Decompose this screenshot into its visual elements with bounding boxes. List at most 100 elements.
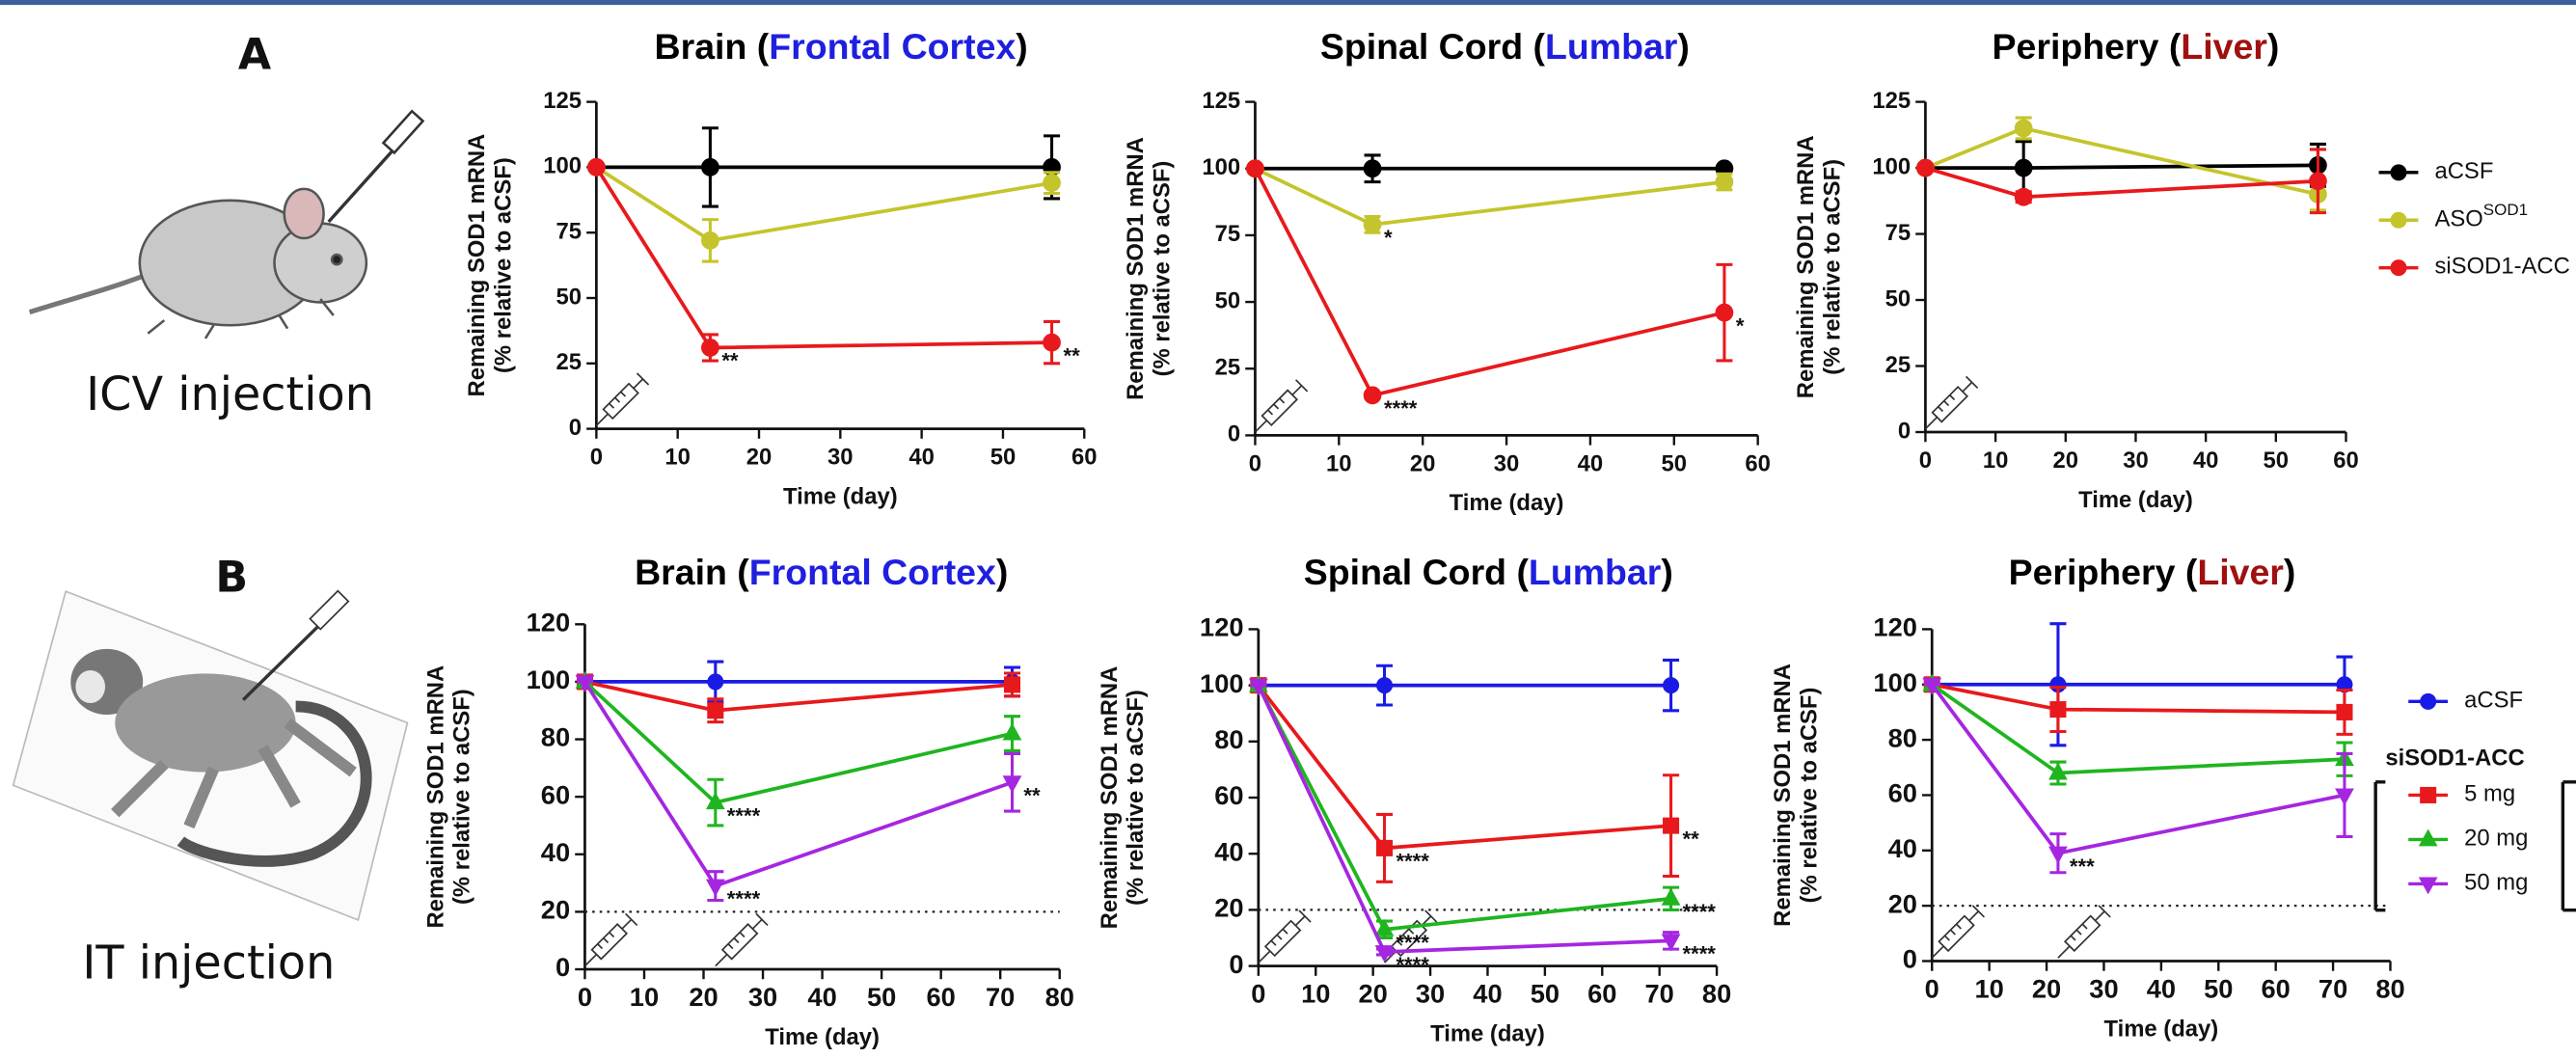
significance: ** [1063,343,1080,367]
syringe-tick [620,391,627,397]
marker [2390,211,2407,229]
syringe-tick [1282,928,1288,935]
title-part: Frontal Cortex [769,26,1016,67]
marker [1376,839,1394,856]
y-tick-label: 0 [1903,944,1917,974]
dose-syringe [1924,375,1979,430]
syringe-barrel [602,382,639,420]
marker [701,231,719,250]
marker [1715,303,1734,322]
x-tick-label: 60 [926,982,955,1012]
syringe-barrel [1263,919,1302,958]
syringe-cap [1424,909,1438,923]
syringe-cap [1971,905,1986,918]
y-axis-label: Remaining SOD1 mRNA [464,134,490,397]
x-tick-label: 40 [908,445,935,471]
x-tick-label: 20 [1358,978,1387,1008]
syringe-plunger [1294,915,1306,927]
title-part: Spinal Cord ( [1304,552,1530,592]
marker [2309,172,2327,191]
y-tick-label: 60 [1888,778,1917,808]
title-part: ) [2284,552,2295,592]
series-line [1257,684,1671,932]
x-tick-label: 40 [1578,450,1604,476]
syringe-tick [1396,939,1403,946]
x-tick-label: 60 [2333,448,2359,474]
x-tick-label: 10 [1974,973,2003,1003]
marker [2014,119,2033,138]
panel-label: A [238,31,272,80]
title-part: Periphery ( [2009,552,2198,592]
significance: **** [1384,396,1418,420]
panel-label: B [215,553,248,602]
y-tick-label: 25 [556,349,583,375]
syringe-barrel [2063,914,2101,953]
syringe-cap [1294,379,1309,393]
y-axis-label: (% relative to aCSF) [449,689,475,905]
dose-syringe [1258,909,1312,963]
title-part: ) [996,552,1008,592]
x-tick-label: 10 [1983,448,2009,474]
y-tick-label: 80 [1214,724,1243,754]
legend-name: siSOD1-ACC [2434,254,2569,280]
syringe-tick [727,943,734,950]
syringe-needle [1254,420,1268,433]
syringe-needle [1924,416,1939,430]
legend-label: 20 mg [2464,826,2528,852]
syringe-tick [2081,923,2088,930]
panel-caption: IT injection [82,937,335,990]
legend-name: aCSF [2464,688,2523,714]
y-axis-label: (% relative to aCSF) [490,157,516,373]
series-line [1931,682,2345,715]
syringe-needle [595,413,610,426]
significance: **** [1682,900,1716,924]
x-tick-label: 0 [578,982,592,1012]
dose-syringe [595,372,650,426]
syringe-needle [715,953,728,967]
y-tick-label: 60 [541,779,570,809]
x-tick-label: 80 [2375,973,2404,1003]
title-part: Lumbar [1545,26,1678,67]
y-tick-label: 120 [1873,612,1916,642]
y-tick-label: 75 [1215,221,1241,247]
y-tick-label: 50 [1215,287,1241,313]
significance: * [1384,226,1393,250]
marker [1661,887,1681,906]
syringe-tick [1279,397,1286,404]
title-part: Liver [2197,552,2284,592]
y-axis-label: (% relative to aCSF) [1796,688,1822,904]
x-tick-label: 20 [1410,450,1436,476]
y-tick-label: 120 [1200,612,1243,642]
x-axis-label: Time (day) [2103,1016,2218,1042]
syringe-tick [1938,406,1944,413]
syringe-barrel [590,923,629,961]
legend-name: ASO [2434,206,2482,232]
y-tick-label: 80 [1888,722,1917,752]
title-part: ) [2267,26,2279,67]
legend-name: 20 mg [2464,826,2528,852]
x-tick-label: 30 [2089,973,2118,1003]
y-axis-label: Remaining SOD1 mRNA [1123,137,1149,400]
significance: **** [1396,850,1429,874]
title-part: Brain ( [635,552,749,592]
marker [1363,215,1382,234]
marker [1363,386,1382,405]
legend-name: aCSF [2434,158,2493,184]
y-tick-label: 0 [1229,949,1243,979]
syringe-plunger [751,918,763,930]
y-tick-label: 125 [543,88,582,114]
syringe-cap [624,912,638,927]
x-tick-label: 0 [590,445,603,471]
syringe-needle [1931,945,1944,959]
x-tick-label: 40 [2147,973,2176,1003]
panel-caption: ICV injection [86,368,374,421]
x-tick-label: 20 [746,445,773,471]
x-axis-label: Time (day) [2078,487,2193,513]
dose-syringe [1254,379,1309,433]
syringe-tick [609,932,615,938]
syringe-tick [609,402,615,409]
significance: *** [2070,855,2095,879]
legend-label: 50 mg [2464,870,2528,896]
marker [1922,677,1942,695]
